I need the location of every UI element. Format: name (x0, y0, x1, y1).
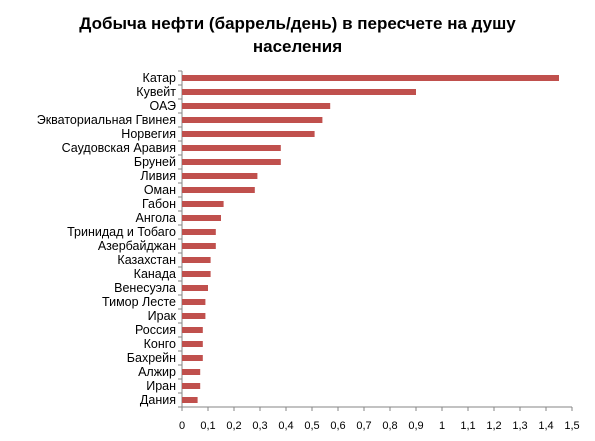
x-tick-label: 0,8 (382, 420, 397, 432)
chart-title-line-1: Добыча нефти (баррель/день) в пересчете … (79, 14, 516, 33)
category-label: Конго (144, 337, 176, 351)
x-tick-label: 0,2 (226, 420, 241, 432)
category-label: Ливия (140, 169, 176, 183)
bar (182, 75, 559, 81)
bar (182, 257, 211, 263)
category-label: Кувейт (136, 85, 176, 99)
category-label: Бахрейн (127, 351, 176, 365)
x-tick-label: 0,6 (330, 420, 345, 432)
bar (182, 117, 323, 123)
x-tick-label: 0,4 (278, 420, 293, 432)
x-tick-label: 0,9 (408, 420, 423, 432)
x-tick-label: 1,3 (512, 420, 527, 432)
category-label: Тимор Лесте (102, 295, 176, 309)
x-tick-label: 1,5 (564, 420, 579, 432)
bar (182, 243, 216, 249)
category-label: Ангола (136, 211, 176, 225)
bar (182, 271, 211, 277)
x-tick-label: 0,5 (304, 420, 319, 432)
bar (182, 215, 221, 221)
category-label: Саудовская Аравия (62, 141, 176, 155)
category-label: Оман (144, 183, 176, 197)
bar (182, 173, 258, 179)
category-label: Иран (146, 379, 176, 393)
bar (182, 131, 315, 137)
category-label: Ирак (148, 309, 177, 323)
chart-title-line-2: населения (252, 37, 343, 56)
bar (182, 285, 208, 291)
x-tick-label: 1,2 (486, 420, 501, 432)
bar (182, 355, 203, 361)
x-tick-label: 0,1 (200, 420, 215, 432)
category-label: Норвегия (121, 127, 176, 141)
x-tick-label: 0,3 (252, 420, 267, 432)
category-label: Экваториальная Гвинея (37, 113, 176, 127)
bar (182, 103, 331, 109)
category-label: Дания (140, 393, 176, 407)
x-tick-label: 0,7 (356, 420, 371, 432)
bar (182, 187, 255, 193)
category-label: Россия (135, 323, 176, 337)
category-label: Алжир (138, 365, 176, 379)
bar (182, 327, 203, 333)
category-label: Катар (143, 71, 176, 85)
bar (182, 159, 281, 165)
bar (182, 145, 281, 151)
x-tick-label: 1,1 (460, 420, 475, 432)
category-label: Тринидад и Тобаго (67, 225, 176, 239)
category-label: Азербайджан (98, 239, 176, 253)
bar (182, 313, 206, 319)
category-label: Канада (134, 267, 176, 281)
bar (182, 341, 203, 347)
bar (182, 229, 216, 235)
x-tick-label: 1,4 (538, 420, 553, 432)
category-label: Габон (142, 197, 176, 211)
category-label: ОАЭ (150, 99, 177, 113)
bar (182, 397, 198, 403)
bar (182, 201, 224, 207)
bar (182, 89, 416, 95)
x-tick-label: 0 (179, 420, 185, 432)
category-label: Бруней (134, 155, 176, 169)
category-label: Казахстан (117, 253, 176, 267)
bar (182, 383, 201, 389)
x-tick-label: 1 (439, 420, 445, 432)
bar (182, 369, 201, 375)
category-label: Венесуэла (114, 281, 176, 295)
bar (182, 299, 206, 305)
